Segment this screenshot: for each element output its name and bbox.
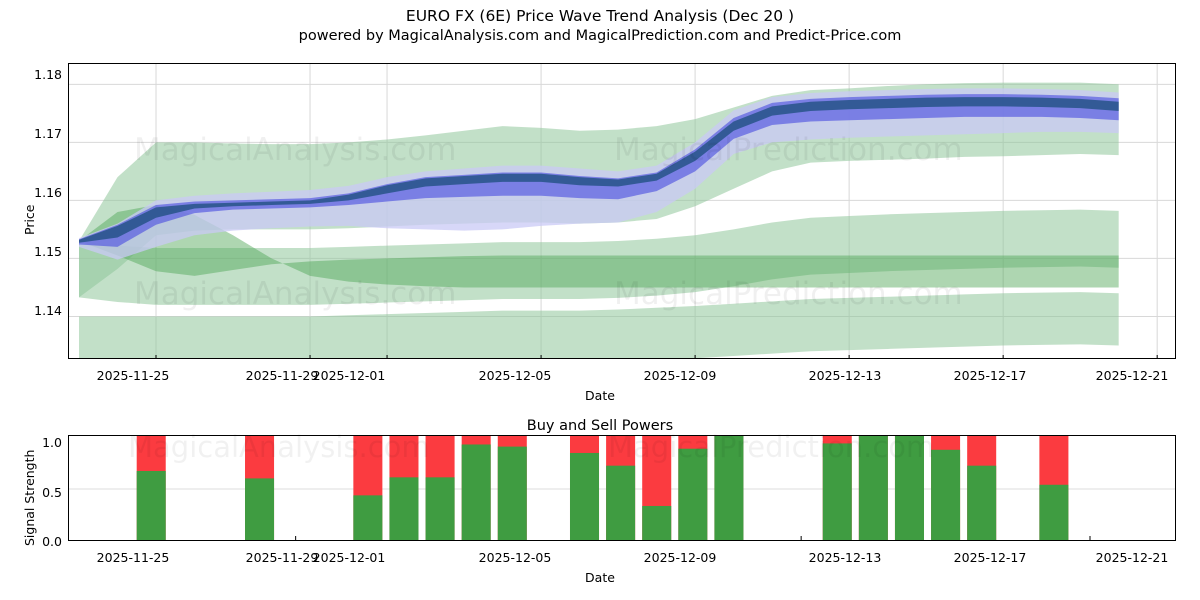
top-tick-marks (155, 355, 1158, 358)
bottom-xtick-7: 2025-12-21 (1095, 550, 1169, 565)
page-subtitle: powered by MagicalAnalysis.com and Magic… (298, 27, 902, 44)
top-xtick-0: 2025-11-25 (96, 368, 170, 383)
buy-power-segment (894, 436, 924, 540)
buy-power-segment (461, 444, 491, 540)
wave-band-lavender-outer-wave (79, 88, 1119, 260)
top-xtick-3: 2025-12-05 (478, 368, 552, 383)
signal-bar[interactable] (858, 436, 888, 541)
top-plot-area (68, 63, 1176, 359)
signal-bar[interactable] (1039, 436, 1069, 541)
top-xtick-1: 2025-11-29 (245, 368, 319, 383)
buy-power-segment (714, 436, 744, 540)
wave-band-lower-green-band (79, 292, 1119, 358)
bottom-chart-xlabel: Date (585, 570, 615, 585)
bottom-xtick-4: 2025-12-09 (643, 550, 717, 565)
top-ytick-4: 1.18 (34, 67, 62, 82)
top-ytick-0: 1.14 (34, 303, 62, 318)
bottom-ytick-2: 1.0 (42, 435, 62, 450)
buy-power-segment (353, 495, 383, 540)
top-xtick-6: 2025-12-17 (953, 368, 1027, 383)
signal-bar[interactable] (569, 436, 600, 541)
buy-power-segment (642, 505, 672, 540)
buy-power-segment (606, 465, 636, 540)
buy-power-segment (389, 477, 419, 540)
figure-title-block: EURO FX (6E) Price Wave Trend Analysis (… (0, 6, 1200, 46)
wave-band-mid-green-band (79, 209, 1119, 305)
signal-bar[interactable] (967, 436, 997, 541)
signal-bar[interactable] (606, 436, 636, 541)
buy-power-segment (425, 477, 455, 540)
buy-sell-svg (69, 436, 1175, 541)
buy-power-segment (967, 465, 997, 540)
buy-power-segment (931, 449, 961, 540)
bottom-ytick-1: 0.5 (42, 485, 62, 500)
signal-bar[interactable] (136, 436, 166, 541)
signal-bar[interactable] (642, 436, 672, 541)
top-ytick-2: 1.16 (34, 185, 62, 200)
bottom-xtick-0: 2025-11-25 (96, 550, 170, 565)
bottom-xtick-1: 2025-11-29 (245, 550, 319, 565)
bottom-xtick-3: 2025-12-05 (478, 550, 552, 565)
buy-power-segment (136, 470, 166, 540)
signal-bar[interactable] (931, 436, 961, 541)
signal-bar[interactable] (678, 436, 708, 541)
bottom-plot-area (68, 435, 1176, 541)
top-ytick-1: 1.15 (34, 244, 62, 259)
wave-band-blue-mid-wave (79, 94, 1119, 247)
buy-power-segment (497, 446, 527, 540)
top-ytick-3: 1.17 (34, 126, 62, 141)
top-xtick-5: 2025-12-13 (808, 368, 882, 383)
bottom-xtick-6: 2025-12-17 (953, 550, 1027, 565)
bottom-ytick-0: 0.0 (42, 534, 62, 549)
signal-bar[interactable] (894, 436, 924, 541)
buy-power-segment (822, 443, 852, 540)
signal-bar[interactable] (714, 436, 744, 541)
bottom-chart-title: Buy and Sell Powers (526, 418, 674, 434)
top-chart-xlabel: Date (585, 388, 615, 403)
bottom-xtick-2: 2025-12-01 (312, 550, 386, 565)
buy-power-segment (245, 478, 275, 540)
top-xtick-7: 2025-12-21 (1095, 368, 1169, 383)
buy-power-segment (858, 436, 888, 540)
wave-band-green-arrow-wedge (79, 205, 1119, 288)
signal-bar[interactable] (425, 436, 455, 541)
bottom-xtick-5: 2025-12-13 (808, 550, 882, 565)
top-xtick-4: 2025-12-09 (643, 368, 717, 383)
buy-power-segment (678, 448, 708, 540)
signal-bar[interactable] (497, 436, 527, 541)
price-wave-svg (69, 64, 1175, 358)
signal-bar[interactable] (245, 436, 275, 541)
top-chart-ylabel: Price (22, 204, 37, 236)
signal-bar[interactable] (822, 436, 852, 541)
signal-bar[interactable] (353, 436, 383, 541)
signal-bar[interactable] (389, 436, 419, 541)
buy-power-segment (569, 452, 600, 540)
page-title: EURO FX (6E) Price Wave Trend Analysis (… (405, 7, 795, 25)
signal-bar[interactable] (461, 436, 491, 541)
top-xtick-2: 2025-12-01 (312, 368, 386, 383)
buy-power-segment (1039, 484, 1069, 540)
